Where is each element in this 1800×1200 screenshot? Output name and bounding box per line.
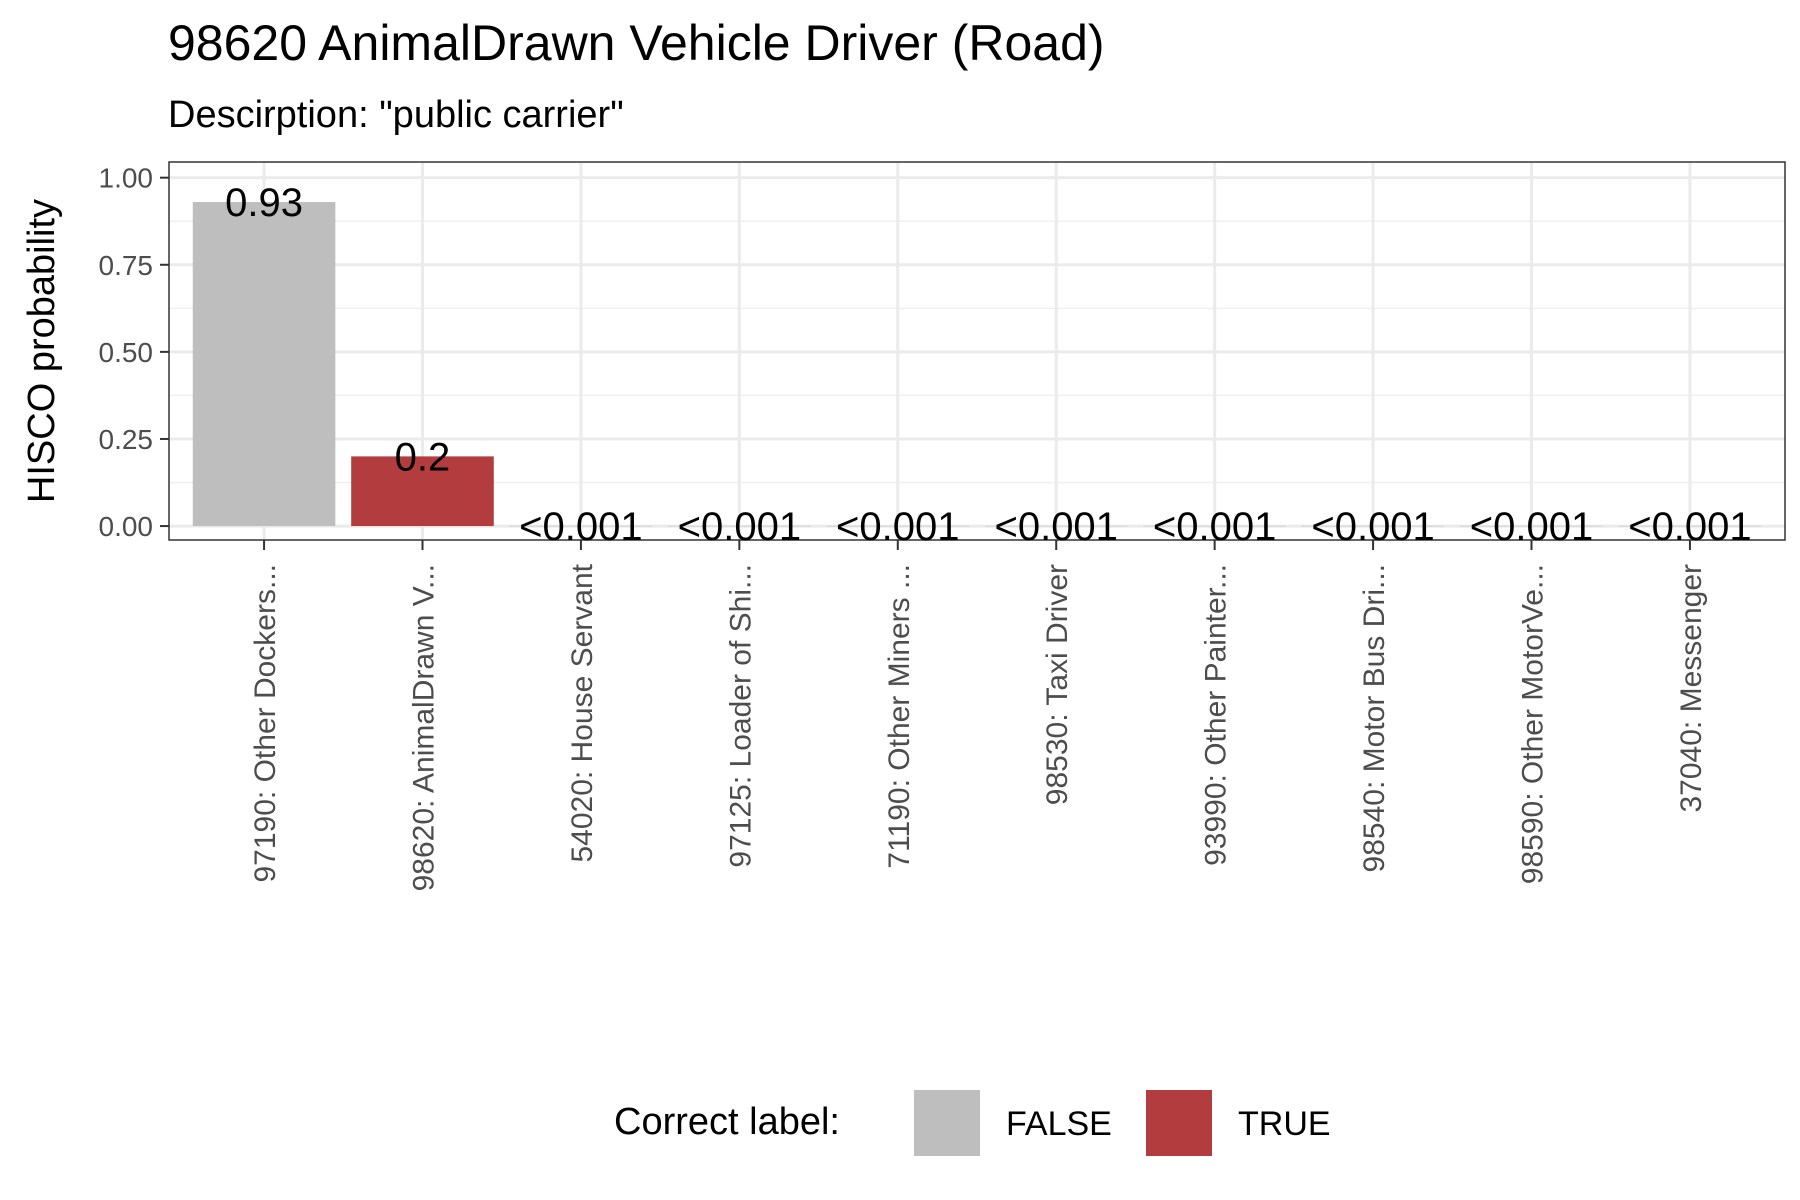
bar (192, 202, 336, 527)
value-labels: 0.930.2<0.001 <0.001 <0.001 <0.001 <0.001 <0.… (225, 181, 1752, 549)
y-tick-label: 0.75 (99, 250, 154, 281)
bar (826, 525, 970, 527)
y-axis: 0.00 0.25 0.50 0.75 1.00 (99, 163, 169, 542)
legend-label-true: TRUE (1238, 1105, 1331, 1143)
value-label: 0.2 (395, 435, 451, 479)
x-tick-label: 98590: Other MotorVe... (1517, 564, 1550, 884)
y-tick-label: 1.00 (99, 163, 154, 194)
y-tick-label: 0.00 (99, 511, 154, 542)
x-tick-label: 98540: Motor Bus Dri... (1358, 564, 1391, 872)
x-tick-label: 54020: House Servant (566, 563, 599, 862)
legend: Correct label: FALSE TRUE (614, 1090, 1331, 1156)
bar (509, 525, 653, 527)
bar (351, 456, 494, 527)
legend-swatch-false (914, 1090, 980, 1156)
chart-title: 98620 AnimalDrawn Vehicle Driver (Road) (168, 15, 1105, 71)
x-tick-label: 98620: AnimalDrawn V... (407, 564, 440, 891)
bars (192, 202, 1762, 527)
bar (984, 525, 1128, 527)
x-axis: 97190: Other Dockers... 98620: AnimalDraw… (249, 540, 1708, 891)
chart-subtitle: Descirption: "public carrier" (168, 94, 624, 136)
x-tick-label: 97190: Other Dockers... (249, 564, 282, 883)
legend-title: Correct label: (614, 1101, 840, 1143)
bar (1301, 525, 1445, 527)
legend-swatch-true (1146, 1090, 1212, 1156)
x-tick-label: 98530: Taxi Driver (1041, 564, 1074, 805)
x-tick-label: 37040: Messenger (1675, 564, 1708, 813)
legend-label-false: FALSE (1006, 1105, 1112, 1143)
y-tick-label: 0.50 (99, 337, 154, 368)
x-tick-label: 93990: Other Painter... (1200, 564, 1233, 866)
bar (668, 525, 811, 527)
x-tick-label: 71190: Other Miners ... (883, 564, 916, 869)
y-tick-label: 0.25 (99, 424, 154, 455)
bar (1460, 525, 1603, 527)
grid (169, 162, 1785, 540)
bar (1143, 525, 1286, 527)
bar (1618, 525, 1762, 527)
y-axis-title: HISCO probability (21, 199, 63, 503)
x-tick-label: 97125: Loader of Shi... (724, 564, 757, 868)
value-label: 0.93 (225, 181, 303, 225)
